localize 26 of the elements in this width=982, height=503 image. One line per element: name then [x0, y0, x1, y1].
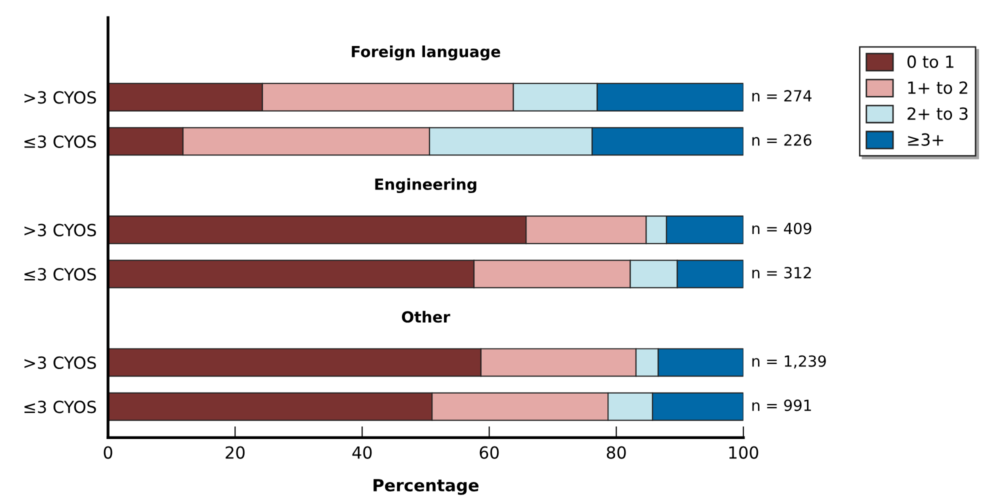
text: n = 226: [752, 134, 812, 146]
x-tick-label: 20: [226, 446, 245, 459]
legend-label: ≥3+: [908, 133, 944, 146]
text: n = 274: [752, 90, 812, 102]
y-tick-label: ≤3 CYOS: [24, 268, 96, 281]
x-tick-label: 0: [104, 446, 112, 459]
text: n = 312: [752, 266, 811, 278]
annotation: Other: [402, 310, 450, 323]
y-tick-label: >3 CYOS: [24, 224, 96, 236]
legend-label: 0 to 1: [907, 55, 954, 68]
legend-label: 1+ to 2: [908, 81, 968, 94]
legend-label: 2+ to 3: [908, 107, 968, 120]
text: n = 1,239: [752, 355, 826, 368]
x-tick-label: 100: [729, 446, 758, 459]
y-tick-label: ≤3 CYOS: [24, 400, 96, 414]
x-axis-title: Percentage: [374, 479, 479, 495]
y-tick-label: ≤3 CYOS: [24, 135, 96, 148]
text: n = 991: [752, 400, 811, 412]
y-tick-label: >3 CYOS: [24, 91, 96, 104]
y-tick-label: >3 CYOS: [24, 356, 96, 370]
x-tick-label: 60: [480, 446, 499, 459]
annotation: Foreign language: [352, 46, 500, 60]
x-tick-label: 40: [352, 446, 372, 459]
x-tick-label: 80: [606, 446, 626, 459]
annotation: Engineering: [375, 178, 476, 194]
text: n = 409: [752, 222, 812, 234]
